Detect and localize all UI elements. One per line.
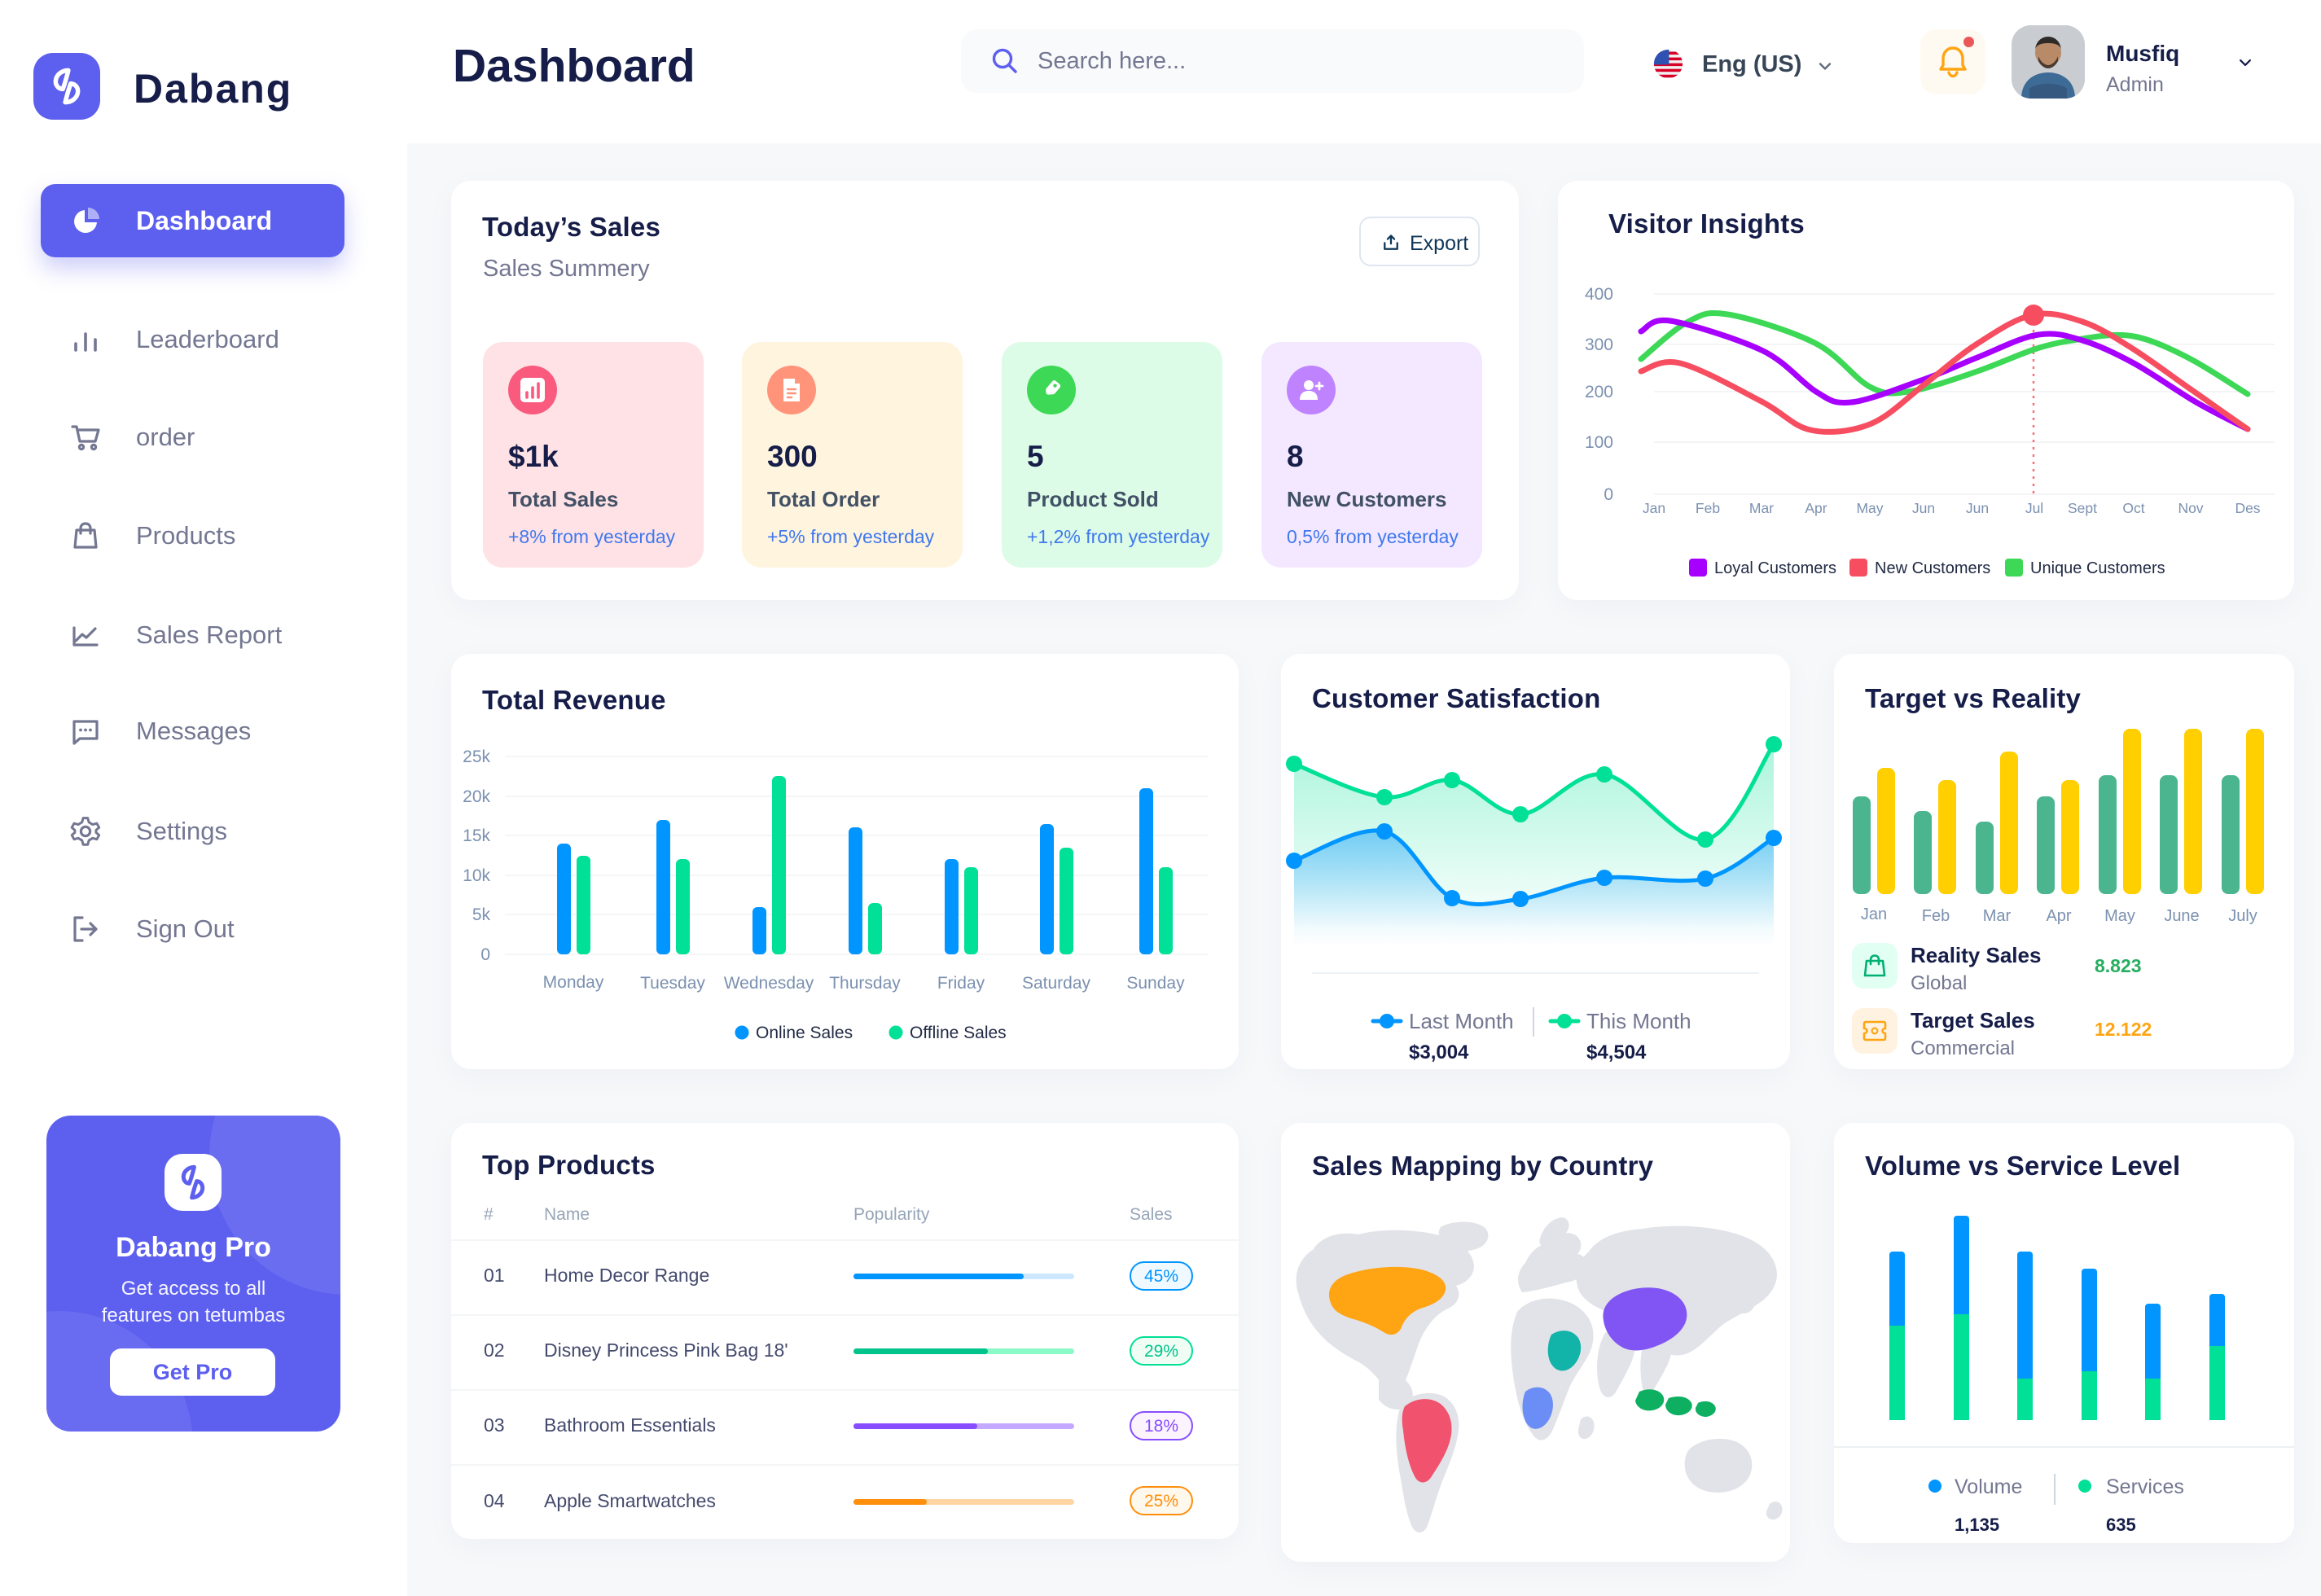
svg-text:Saturday: Saturday [1022,974,1091,993]
svg-text:Wednesday: Wednesday [724,974,814,993]
svg-text:June: June [2164,907,2199,925]
svg-text:1,135: 1,135 [1955,1515,1999,1535]
svg-text:Jun: Jun [1966,500,1989,516]
svg-text:Thursday: Thursday [829,974,901,993]
svg-text:Last Month: Last Month [1409,1009,1514,1033]
svg-text:$4,504: $4,504 [1586,1041,1647,1063]
svg-text:635: 635 [2106,1515,2136,1535]
svg-text:Apr: Apr [1805,500,1827,516]
svg-text:400: 400 [1585,285,1613,304]
svg-text:Services: Services [2106,1475,2184,1498]
svg-text:Jun: Jun [1912,500,1935,516]
svg-text:Mar: Mar [1749,500,1774,516]
svg-text:0: 0 [1604,485,1613,504]
svg-text:Des: Des [2235,500,2260,516]
svg-text:20k: 20k [463,787,490,806]
svg-text:0: 0 [480,945,490,964]
svg-text:Unique Customers: Unique Customers [2030,559,2165,577]
svg-text:100: 100 [1585,433,1613,452]
svg-text:May: May [1856,500,1883,516]
svg-text:Apr: Apr [2046,907,2071,925]
svg-text:15k: 15k [463,826,490,845]
svg-text:May: May [2104,907,2135,925]
svg-text:Sunday: Sunday [1126,974,1185,993]
svg-text:Loyal Customers: Loyal Customers [1714,559,1836,577]
svg-text:July: July [2228,907,2257,925]
svg-text:Jan: Jan [1861,905,1887,923]
svg-text:Monday: Monday [543,973,604,992]
svg-text:New Customers: New Customers [1875,559,1990,577]
svg-text:25k: 25k [463,748,490,766]
svg-text:Jan: Jan [1643,500,1665,516]
svg-text:300: 300 [1585,335,1613,354]
svg-text:5k: 5k [472,905,491,924]
svg-text:Oct: Oct [2122,500,2144,516]
svg-text:Nov: Nov [2178,500,2203,516]
svg-text:200: 200 [1585,383,1613,401]
svg-text:Friday: Friday [937,974,985,993]
svg-text:Feb: Feb [1922,907,1950,925]
svg-text:Sept: Sept [2068,500,2097,516]
svg-text:Mar: Mar [1983,907,2012,925]
svg-text:Offline Sales: Offline Sales [910,1024,1007,1042]
svg-text:Feb: Feb [1696,500,1720,516]
svg-text:Jul: Jul [2025,500,2043,516]
svg-text:Volume: Volume [1955,1475,2022,1498]
svg-text:$3,004: $3,004 [1409,1041,1469,1063]
svg-text:This Month: This Month [1586,1009,1691,1033]
svg-text:Tuesday: Tuesday [640,974,705,993]
svg-text:Online Sales: Online Sales [756,1024,853,1042]
svg-text:10k: 10k [463,866,490,885]
